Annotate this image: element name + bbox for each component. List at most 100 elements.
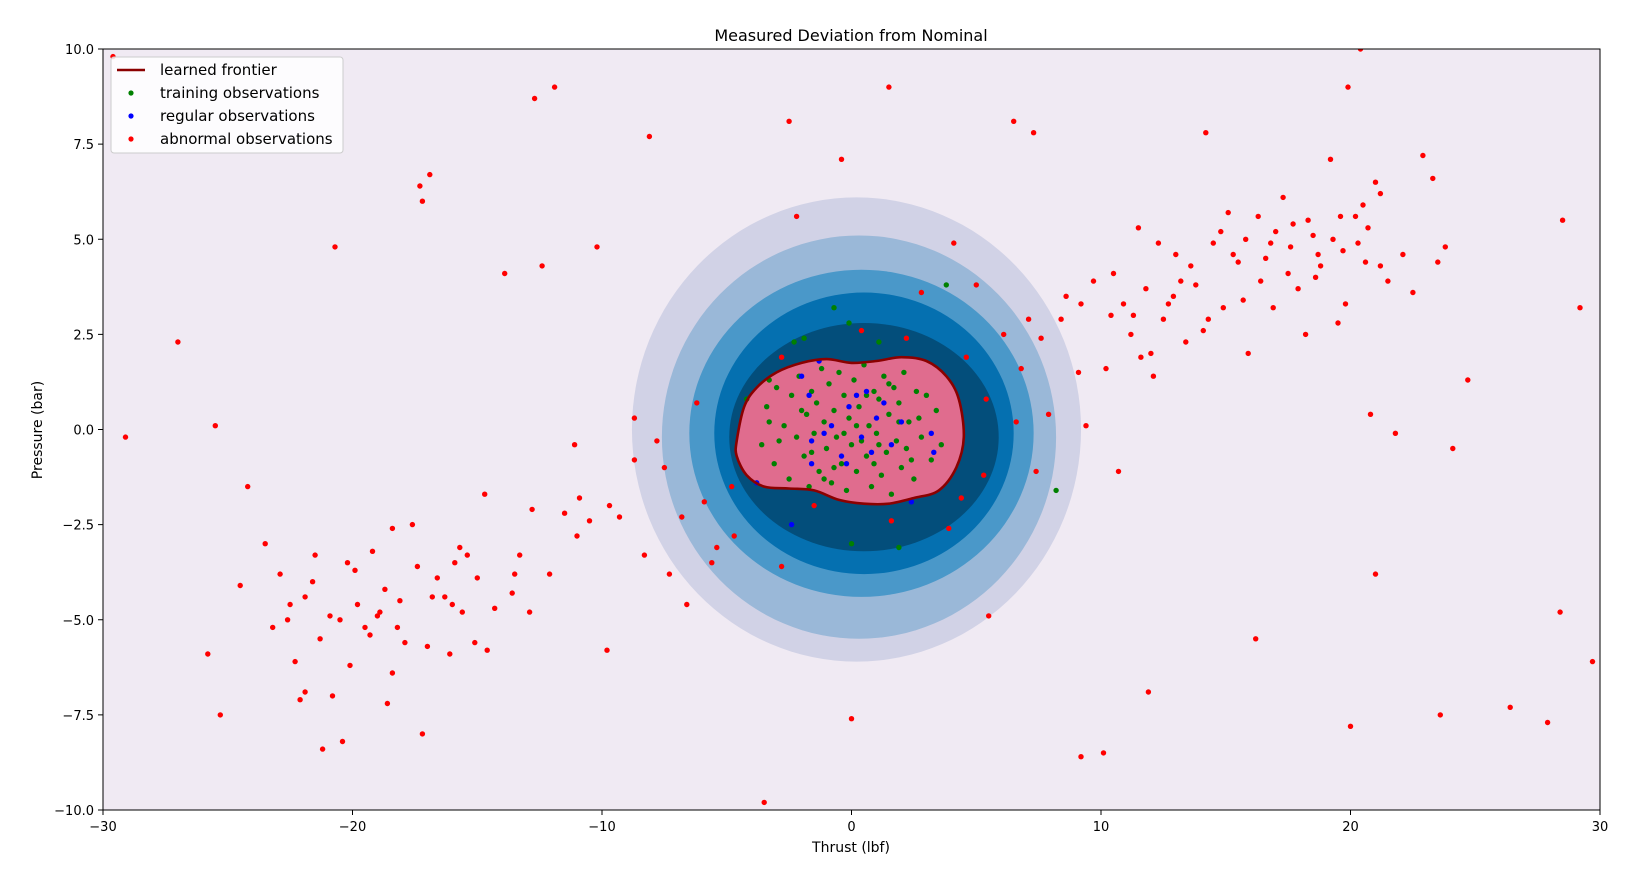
training-point bbox=[821, 419, 827, 425]
training-point bbox=[771, 461, 777, 467]
abnormal-point bbox=[1018, 365, 1024, 372]
training-point bbox=[891, 384, 897, 391]
training-point bbox=[816, 468, 822, 475]
abnormal-point bbox=[1310, 232, 1316, 239]
abnormal-point bbox=[1110, 270, 1117, 277]
abnormal-point bbox=[1365, 225, 1371, 231]
y-tick-label: 5.0 bbox=[73, 233, 94, 248]
abnormal-point bbox=[434, 575, 440, 581]
abnormal-point bbox=[1138, 354, 1144, 360]
abnormal-point bbox=[339, 738, 346, 745]
abnormal-point bbox=[661, 464, 668, 471]
regular-point bbox=[798, 373, 805, 379]
abnormal-point bbox=[1263, 255, 1269, 261]
abnormal-point bbox=[1345, 84, 1351, 90]
abnormal-point bbox=[729, 483, 735, 490]
abnormal-point bbox=[1135, 225, 1142, 231]
abnormal-point bbox=[1150, 373, 1157, 379]
abnormal-point bbox=[1033, 468, 1039, 475]
y-tick-label: 7.5 bbox=[73, 138, 94, 153]
abnormal-point bbox=[631, 457, 638, 463]
abnormal-point bbox=[1285, 270, 1291, 277]
legend-label-frontier: learned frontier bbox=[160, 61, 278, 79]
abnormal-point bbox=[1290, 221, 1296, 227]
abnormal-point bbox=[714, 544, 720, 551]
abnormal-point bbox=[352, 567, 358, 573]
abnormal-point bbox=[654, 438, 660, 444]
training-point bbox=[896, 400, 902, 406]
abnormal-point bbox=[332, 244, 338, 250]
abnormal-point bbox=[709, 560, 715, 566]
training-point bbox=[831, 464, 837, 471]
abnormal-point bbox=[1337, 213, 1344, 220]
training-point bbox=[901, 369, 907, 376]
abnormal-point bbox=[1075, 369, 1082, 376]
abnormal-point bbox=[951, 240, 957, 246]
abnormal-point bbox=[529, 506, 535, 513]
abnormal-point bbox=[1038, 335, 1044, 341]
abnormal-point bbox=[1253, 636, 1259, 642]
training-point bbox=[808, 388, 815, 395]
abnormal-point bbox=[1203, 130, 1209, 136]
abnormal-point bbox=[1450, 445, 1456, 452]
abnormal-point bbox=[1557, 609, 1563, 615]
abnormal-point bbox=[419, 198, 426, 204]
training-point bbox=[908, 457, 915, 463]
abnormal-point bbox=[369, 548, 376, 554]
abnormal-point bbox=[297, 697, 303, 703]
abnormal-point bbox=[1173, 251, 1179, 258]
abnormal-point bbox=[958, 495, 964, 501]
training-point bbox=[788, 392, 795, 398]
abnormal-point bbox=[986, 613, 992, 619]
abnormal-point bbox=[509, 590, 515, 596]
abnormal-point bbox=[1143, 286, 1149, 292]
abnormal-point bbox=[1078, 754, 1084, 760]
abnormal-point bbox=[337, 617, 343, 623]
abnormal-point bbox=[1280, 194, 1286, 201]
regular-point bbox=[828, 423, 835, 429]
regular-point bbox=[873, 415, 880, 421]
x-tick-label: 20 bbox=[1342, 820, 1359, 835]
abnormal-point bbox=[442, 594, 448, 600]
legend-training-swatch bbox=[128, 90, 134, 96]
training-point bbox=[833, 434, 840, 440]
training-point bbox=[871, 388, 877, 395]
abnormal-point bbox=[574, 533, 580, 539]
y-axis-title: Pressure (bar) bbox=[30, 381, 46, 479]
abnormal-point bbox=[701, 499, 707, 505]
training-point bbox=[764, 404, 770, 410]
y-tick-label: −5.0 bbox=[62, 614, 94, 629]
abnormal-point bbox=[397, 598, 403, 604]
abnormal-point bbox=[1295, 286, 1301, 292]
training-point bbox=[806, 483, 812, 490]
abnormal-point bbox=[551, 84, 558, 90]
chart-title: Measured Deviation from Nominal bbox=[714, 26, 987, 45]
abnormal-point bbox=[347, 662, 353, 669]
y-tick-label: −2.5 bbox=[62, 519, 94, 534]
regular-point bbox=[931, 449, 937, 455]
abnormal-point bbox=[1115, 468, 1122, 475]
training-point bbox=[878, 472, 885, 478]
legend-label-abnormal: abnormal observations bbox=[160, 130, 333, 148]
abnormal-point bbox=[354, 601, 361, 608]
abnormal-point bbox=[389, 670, 396, 676]
training-point bbox=[773, 384, 780, 391]
training-point bbox=[759, 442, 765, 448]
legend-abnormal-swatch bbox=[128, 136, 134, 142]
training-point bbox=[828, 480, 835, 486]
abnormal-point bbox=[1090, 278, 1097, 284]
abnormal-point bbox=[492, 605, 498, 611]
abnormal-point bbox=[1011, 118, 1017, 125]
training-point bbox=[916, 415, 922, 421]
abnormal-point bbox=[457, 544, 463, 551]
abnormal-point bbox=[1465, 377, 1471, 383]
abnormal-point bbox=[212, 423, 218, 429]
abnormal-point bbox=[414, 563, 421, 570]
abnormal-point bbox=[946, 525, 952, 532]
training-point bbox=[906, 419, 912, 425]
training-point bbox=[811, 430, 817, 436]
abnormal-point bbox=[429, 594, 435, 600]
training-point bbox=[933, 407, 939, 414]
abnormal-point bbox=[604, 647, 610, 653]
abnormal-point bbox=[1001, 331, 1007, 338]
